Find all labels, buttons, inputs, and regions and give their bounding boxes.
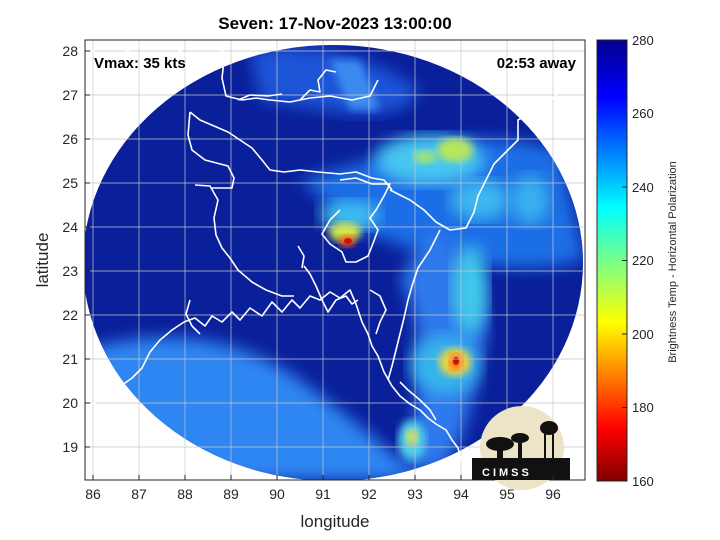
y-tick-label: 19 — [62, 439, 78, 455]
colorbar-tick-label: 180 — [632, 400, 654, 415]
y-tick-label: 28 — [62, 43, 78, 59]
y-tick-label: 20 — [62, 395, 78, 411]
x-tick-label: 93 — [407, 486, 423, 502]
dish-stand-icon — [497, 444, 503, 460]
x-axis: 86 87 88 89 90 91 92 93 94 95 96 longitu… — [85, 475, 561, 531]
x-tick-label: 88 — [177, 486, 193, 502]
small-dish-stand-icon — [518, 438, 522, 458]
y-tick-label: 26 — [62, 131, 78, 147]
y-axis-label: latitude — [33, 233, 52, 288]
colorbar-label: Brightness Temp - Horizontal Polarizatio… — [667, 161, 679, 363]
time-away-annotation: 02:53 away — [497, 55, 577, 72]
colorbar-tick-label: 280 — [632, 33, 654, 48]
y-axis: 19 20 21 22 23 24 25 26 27 28 latitude — [33, 43, 90, 455]
coastlines — [85, 41, 585, 463]
x-tick-label: 87 — [131, 486, 147, 502]
x-tick-label: 89 — [223, 486, 239, 502]
water-tower-icon — [540, 421, 558, 435]
x-tick-label: 94 — [453, 486, 469, 502]
logo-ground — [472, 458, 570, 480]
x-axis-label: longitude — [300, 512, 369, 531]
water-tower-leg-icon — [544, 432, 546, 460]
logo-text: CIMSS — [482, 467, 532, 479]
x-tick-label: 92 — [361, 486, 377, 502]
y-tick-label: 23 — [62, 263, 78, 279]
x-tick-label: 91 — [315, 486, 331, 502]
colorbar-tick-label: 200 — [632, 327, 654, 342]
x-tick-label: 90 — [269, 486, 285, 502]
x-tick-label: 96 — [545, 486, 561, 502]
y-tick-label: 24 — [62, 219, 78, 235]
plot-title: Seven: 17-Nov-2023 13:00:00 — [218, 14, 451, 33]
colorbar-tick-label: 160 — [632, 474, 654, 489]
colorbar-tick-label: 260 — [632, 106, 654, 121]
colorbar-tick-label: 220 — [632, 253, 654, 268]
x-tick-label: 86 — [85, 486, 101, 502]
plot-frame — [84, 39, 586, 481]
y-tick-label: 25 — [62, 175, 78, 191]
cimss-logo: CIMSS — [472, 406, 570, 490]
y-tick-label: 22 — [62, 307, 78, 323]
x-tick-label: 95 — [499, 486, 515, 502]
colorbar: 160 180 200 220 240 260 280 Brightness T… — [596, 33, 679, 489]
y-tick-label: 27 — [62, 87, 78, 103]
map-axes: Vmax: 35 kts 02:53 away CIMSS — [84, 39, 586, 490]
water-tower-leg2-icon — [552, 432, 554, 460]
y-tick-label: 21 — [62, 351, 78, 367]
colorbar-tick-label: 240 — [632, 180, 654, 195]
vmax-annotation: Vmax: 35 kts — [94, 55, 186, 72]
